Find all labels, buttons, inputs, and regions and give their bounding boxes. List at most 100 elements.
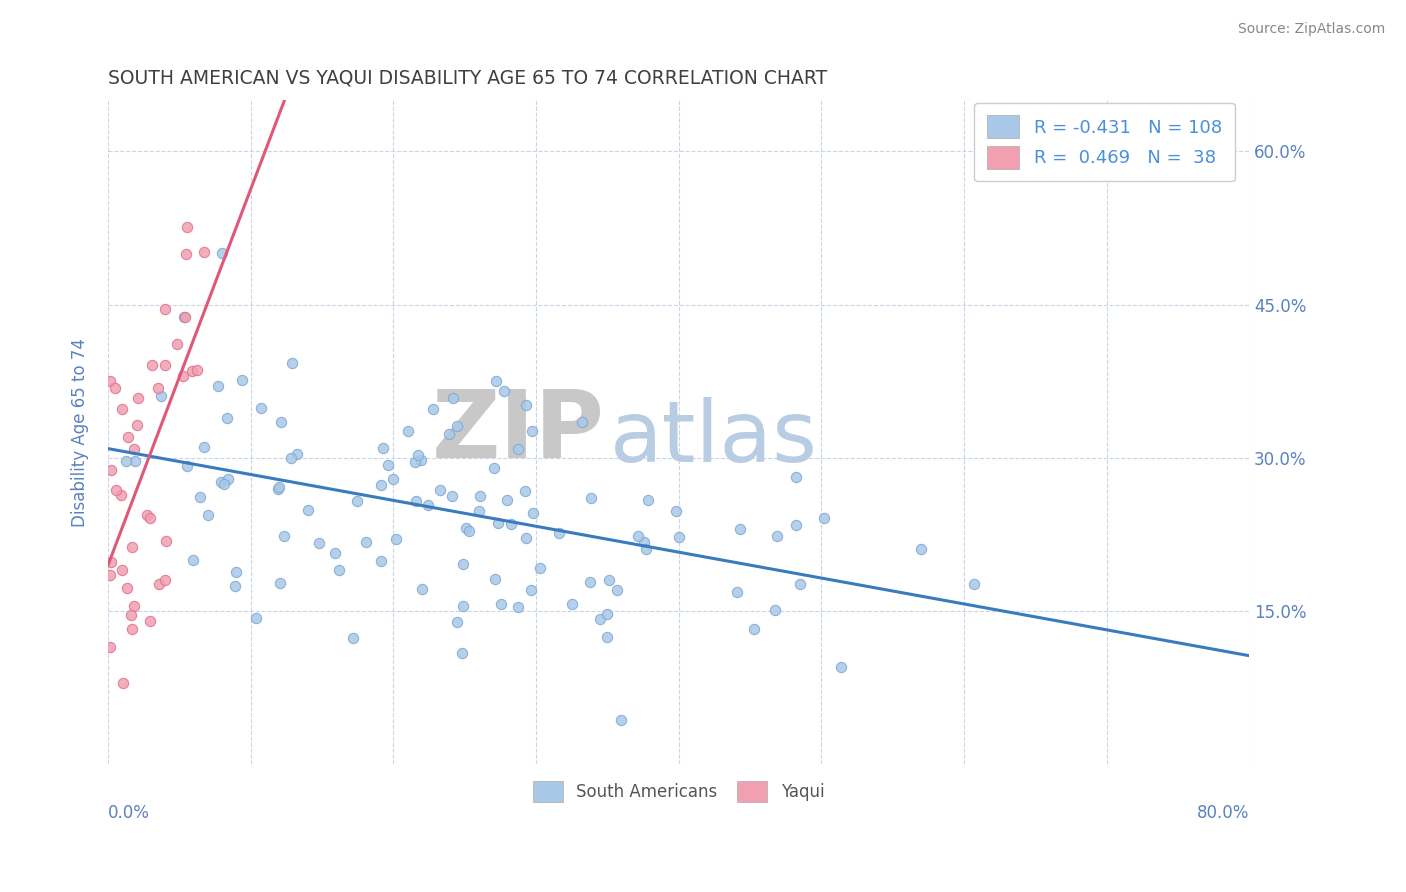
- Point: [441, 490, 464, 504]
- Point: [522, 506, 544, 520]
- Point: [269, 576, 291, 591]
- Point: [422, 401, 444, 416]
- Point: [561, 597, 583, 611]
- Point: [197, 508, 219, 522]
- Point: [127, 391, 149, 405]
- Point: [155, 573, 177, 587]
- Point: [110, 488, 132, 502]
- Point: [117, 430, 139, 444]
- Point: [437, 426, 460, 441]
- Point: [297, 503, 319, 517]
- Point: [346, 494, 368, 508]
- Point: [486, 516, 509, 530]
- Point: [249, 401, 271, 416]
- Point: [120, 608, 142, 623]
- Point: [482, 461, 505, 475]
- Point: [149, 388, 172, 402]
- Point: [910, 541, 932, 556]
- Point: [963, 577, 986, 591]
- Point: [155, 534, 177, 549]
- Point: [506, 599, 529, 614]
- Point: [193, 440, 215, 454]
- Text: SOUTH AMERICAN VS YAQUI DISABILITY AGE 65 TO 74 CORRELATION CHART: SOUTH AMERICAN VS YAQUI DISABILITY AGE 6…: [108, 69, 827, 87]
- Point: [217, 472, 239, 486]
- Text: 80.0%: 80.0%: [1197, 804, 1250, 822]
- Point: [370, 554, 392, 568]
- Point: [515, 398, 537, 412]
- Point: [121, 540, 143, 554]
- Point: [176, 247, 198, 261]
- Point: [124, 442, 146, 456]
- Point: [209, 475, 232, 489]
- Text: 0.0%: 0.0%: [108, 804, 150, 822]
- Text: Source: ZipAtlas.com: Source: ZipAtlas.com: [1237, 22, 1385, 37]
- Point: [385, 533, 408, 547]
- Point: [193, 245, 215, 260]
- Point: [406, 448, 429, 462]
- Point: [763, 602, 786, 616]
- Point: [245, 611, 267, 625]
- Point: [785, 470, 807, 484]
- Point: [104, 483, 127, 497]
- Point: [153, 301, 176, 316]
- Point: [520, 424, 543, 438]
- Point: [409, 453, 432, 467]
- Point: [354, 535, 377, 549]
- Point: [496, 492, 519, 507]
- Point: [446, 419, 468, 434]
- Point: [467, 503, 489, 517]
- Point: [224, 579, 246, 593]
- Point: [135, 508, 157, 522]
- Point: [148, 381, 170, 395]
- Point: [598, 573, 620, 587]
- Point: [830, 660, 852, 674]
- Point: [188, 490, 211, 504]
- Point: [405, 493, 427, 508]
- Point: [280, 451, 302, 466]
- Point: [100, 555, 122, 569]
- Point: [725, 584, 748, 599]
- Point: [491, 597, 513, 611]
- Point: [124, 454, 146, 468]
- Point: [610, 713, 633, 727]
- Point: [789, 577, 811, 591]
- Point: [323, 546, 346, 560]
- Text: atlas: atlas: [610, 397, 818, 481]
- Text: ZIP: ZIP: [432, 386, 605, 478]
- Point: [370, 478, 392, 492]
- Point: [468, 489, 491, 503]
- Point: [111, 402, 134, 417]
- Point: [606, 582, 628, 597]
- Point: [728, 522, 751, 536]
- Point: [571, 416, 593, 430]
- Point: [411, 582, 433, 597]
- Point: [429, 483, 451, 497]
- Point: [148, 577, 170, 591]
- Point: [589, 612, 612, 626]
- Point: [381, 472, 404, 486]
- Point: [637, 493, 659, 508]
- Point: [100, 463, 122, 477]
- Point: [207, 379, 229, 393]
- Point: [813, 510, 835, 524]
- Point: [458, 524, 481, 538]
- Legend: South Americans, Yaqui: South Americans, Yaqui: [520, 768, 838, 815]
- Point: [139, 615, 162, 629]
- Point: [453, 558, 475, 572]
- Point: [173, 310, 195, 325]
- Point: [115, 581, 138, 595]
- Point: [454, 521, 477, 535]
- Point: [529, 561, 551, 575]
- Point: [548, 526, 571, 541]
- Point: [579, 574, 602, 589]
- Point: [153, 358, 176, 372]
- Point: [176, 458, 198, 473]
- Point: [506, 442, 529, 457]
- Point: [267, 480, 290, 494]
- Point: [181, 364, 204, 378]
- Point: [172, 368, 194, 383]
- Point: [112, 675, 135, 690]
- Point: [633, 535, 655, 549]
- Point: [627, 528, 650, 542]
- Point: [785, 518, 807, 533]
